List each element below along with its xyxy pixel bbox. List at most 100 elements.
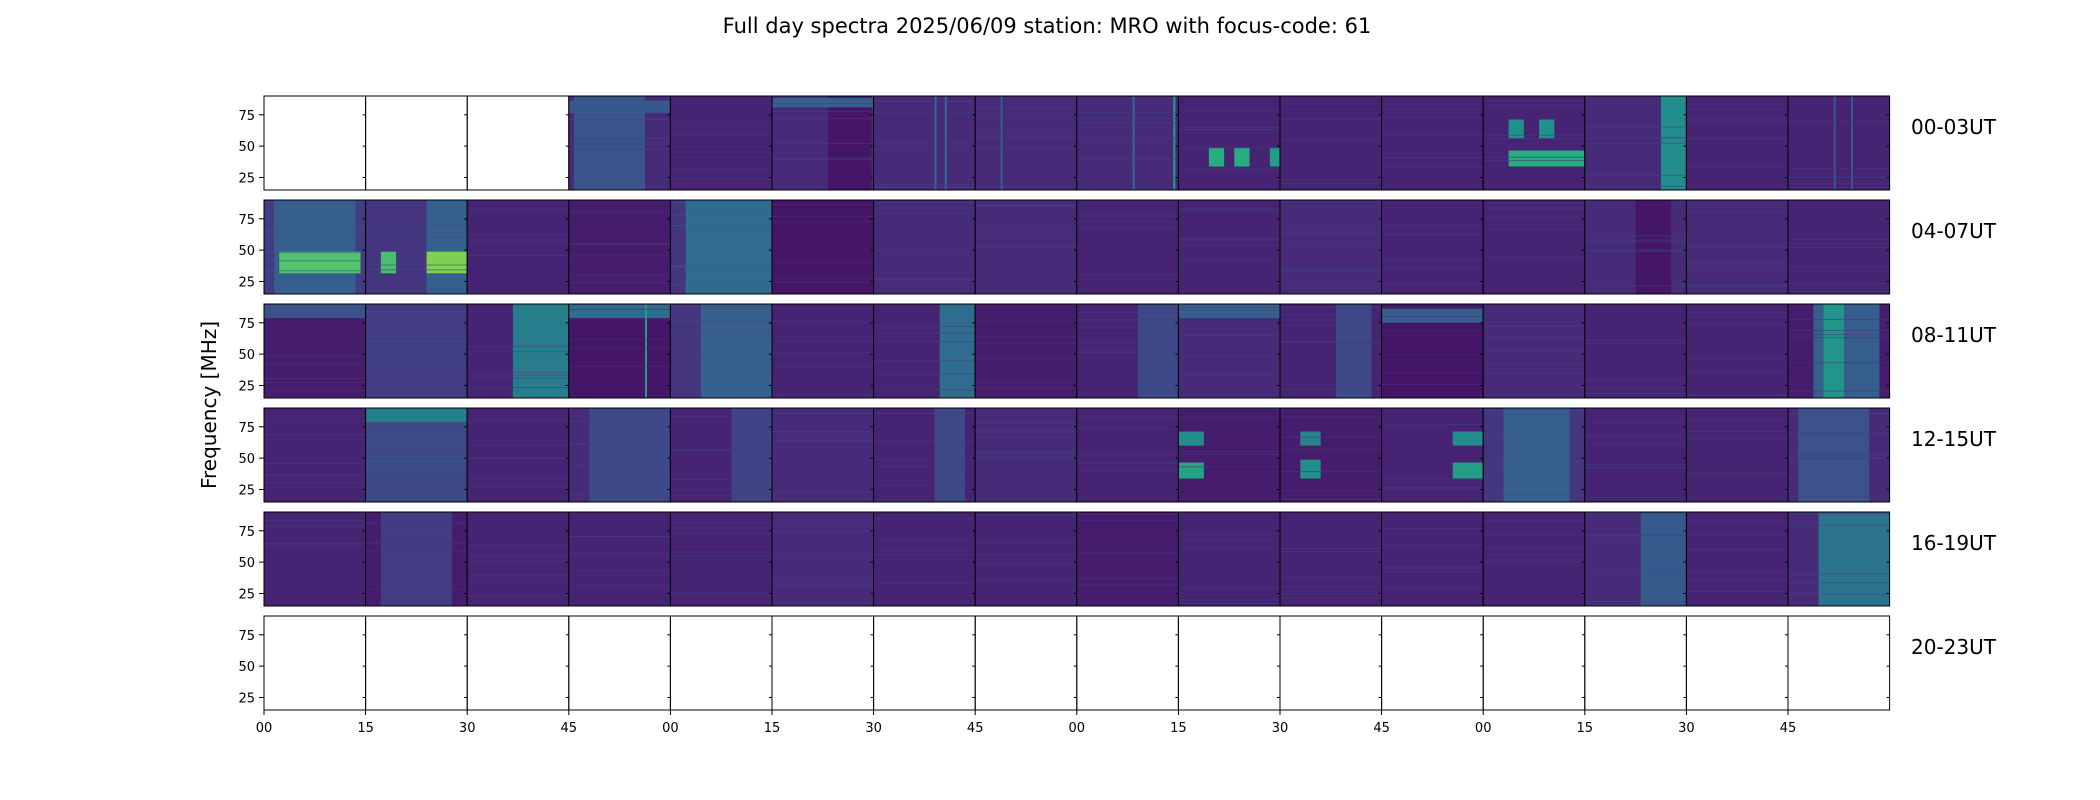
- spectrum-texture: [1280, 490, 1382, 492]
- spectrum-texture: [1686, 165, 1788, 167]
- spectrum-texture: [873, 278, 976, 280]
- spectrum-texture: [1381, 133, 1484, 135]
- spectrum-texture: [1076, 188, 1179, 190]
- spectrum-panel: [974, 615, 1078, 711]
- spectrum-texture: [467, 255, 569, 257]
- spectrum-block: [670, 200, 686, 294]
- spectrum-background: [975, 304, 1077, 398]
- spectrum-texture: [1686, 579, 1788, 581]
- spectrum-texture: [1178, 602, 1280, 604]
- spectrum-panel: [263, 615, 367, 711]
- spectrum-texture: [467, 241, 569, 243]
- y-tick-label: 75: [238, 317, 255, 332]
- spectrum-panel: [263, 407, 367, 503]
- spectrum-texture: [365, 311, 468, 313]
- spectrum-texture: [1280, 200, 1382, 202]
- spectrum-texture: [264, 519, 366, 521]
- spectrum-block: [1635, 200, 1672, 294]
- x-tick-label: 45: [1373, 721, 1390, 736]
- spectrum-texture: [1584, 185, 1687, 187]
- spectra-row: 25 50 75 00-03UT: [238, 95, 1997, 191]
- y-tick-label: 50: [238, 244, 255, 259]
- spectrum-texture: [670, 266, 772, 268]
- spectrum-panel: [771, 303, 875, 399]
- spectrum-burst: [1208, 147, 1225, 167]
- spectrum-panel: [1076, 407, 1179, 503]
- spectrum-texture: [772, 159, 874, 161]
- spectrum-texture: [873, 484, 976, 486]
- spectrum-texture: [1381, 565, 1484, 567]
- spectrum-texture: [670, 319, 772, 321]
- spectrum-texture: [1381, 478, 1484, 480]
- y-tick-label: 50: [238, 348, 255, 363]
- spectrum-background: [873, 96, 976, 190]
- spectrum-band: [264, 304, 366, 319]
- spectrum-texture: [1076, 577, 1179, 579]
- panel-frame: [1787, 511, 1891, 607]
- spectrum-texture: [975, 388, 1077, 390]
- spectrum-texture: [1483, 134, 1585, 136]
- panel-frame: [1787, 95, 1891, 191]
- spectrum-panel: [1279, 511, 1383, 607]
- spectrum-texture: [975, 246, 1077, 248]
- spectrum-panel: [568, 95, 671, 191]
- spectrum-streak: [944, 96, 947, 190]
- spectrum-texture: [1584, 241, 1687, 243]
- spectrum-texture: [568, 211, 671, 213]
- spectrum-texture: [1686, 137, 1788, 139]
- spectrum-texture: [264, 202, 366, 204]
- spectrum-texture: [772, 521, 874, 523]
- spectrum-panel: [771, 95, 875, 191]
- spectrum-panel: [263, 511, 367, 607]
- x-tick-label: 30: [865, 721, 882, 736]
- spectrum-texture: [772, 278, 874, 280]
- spectrum-panel: [1584, 303, 1687, 399]
- spectrum-texture: [1381, 233, 1484, 235]
- spectrum-panel: [1787, 511, 1891, 607]
- spectrum-texture: [670, 416, 772, 418]
- spectrum-texture: [1076, 117, 1179, 119]
- spectrum-background: [365, 408, 468, 502]
- panel-frame: [771, 615, 875, 711]
- spectrum-texture: [873, 112, 976, 114]
- spectrum-panel: [1076, 199, 1179, 295]
- spectrum-texture: [1788, 512, 1890, 514]
- spectrum-texture: [365, 356, 468, 358]
- spectrum-panel: [669, 199, 773, 295]
- spectrum-texture: [670, 367, 772, 369]
- spectrum-texture: [1280, 242, 1382, 244]
- spectrum-panel: [568, 511, 671, 607]
- spectrum-background: [264, 512, 366, 606]
- spectrum-texture: [1483, 461, 1585, 463]
- spectrum-panel: [365, 407, 468, 503]
- spectrum-texture: [264, 420, 366, 422]
- spectrum-texture: [772, 110, 874, 112]
- spectrum-texture: [365, 461, 468, 463]
- spectrum-texture: [670, 593, 772, 595]
- spectrum-texture: [1686, 474, 1788, 476]
- spectrum-texture: [467, 351, 569, 353]
- panel-frame: [365, 615, 468, 711]
- spectrum-texture: [975, 147, 1077, 149]
- spectrum-block: [1137, 304, 1179, 398]
- spectrum-texture: [1686, 211, 1788, 213]
- spectrum-panel: [1381, 199, 1484, 295]
- spectrum-texture: [1076, 159, 1179, 161]
- spectrum-panel: [1584, 407, 1687, 503]
- spectrum-texture: [1584, 379, 1687, 381]
- spectrum-texture: [568, 569, 671, 571]
- spectrum-texture: [1076, 454, 1179, 456]
- spectrum-background: [1584, 408, 1687, 502]
- spectrum-block: [1813, 304, 1880, 398]
- spectrum-texture: [1483, 554, 1585, 556]
- spectrum-texture: [1280, 307, 1382, 309]
- spectrum-texture: [975, 357, 1077, 359]
- spectrum-texture: [670, 306, 772, 308]
- spectrum-texture: [670, 178, 772, 180]
- spectrum-panel: [1482, 199, 1586, 295]
- spectrum-panel: [466, 95, 570, 191]
- spectrum-texture: [1076, 227, 1179, 229]
- row-time-label: 20-23UT: [1911, 635, 1997, 659]
- spectrum-texture: [1686, 394, 1788, 396]
- spectrum-texture: [1483, 156, 1585, 158]
